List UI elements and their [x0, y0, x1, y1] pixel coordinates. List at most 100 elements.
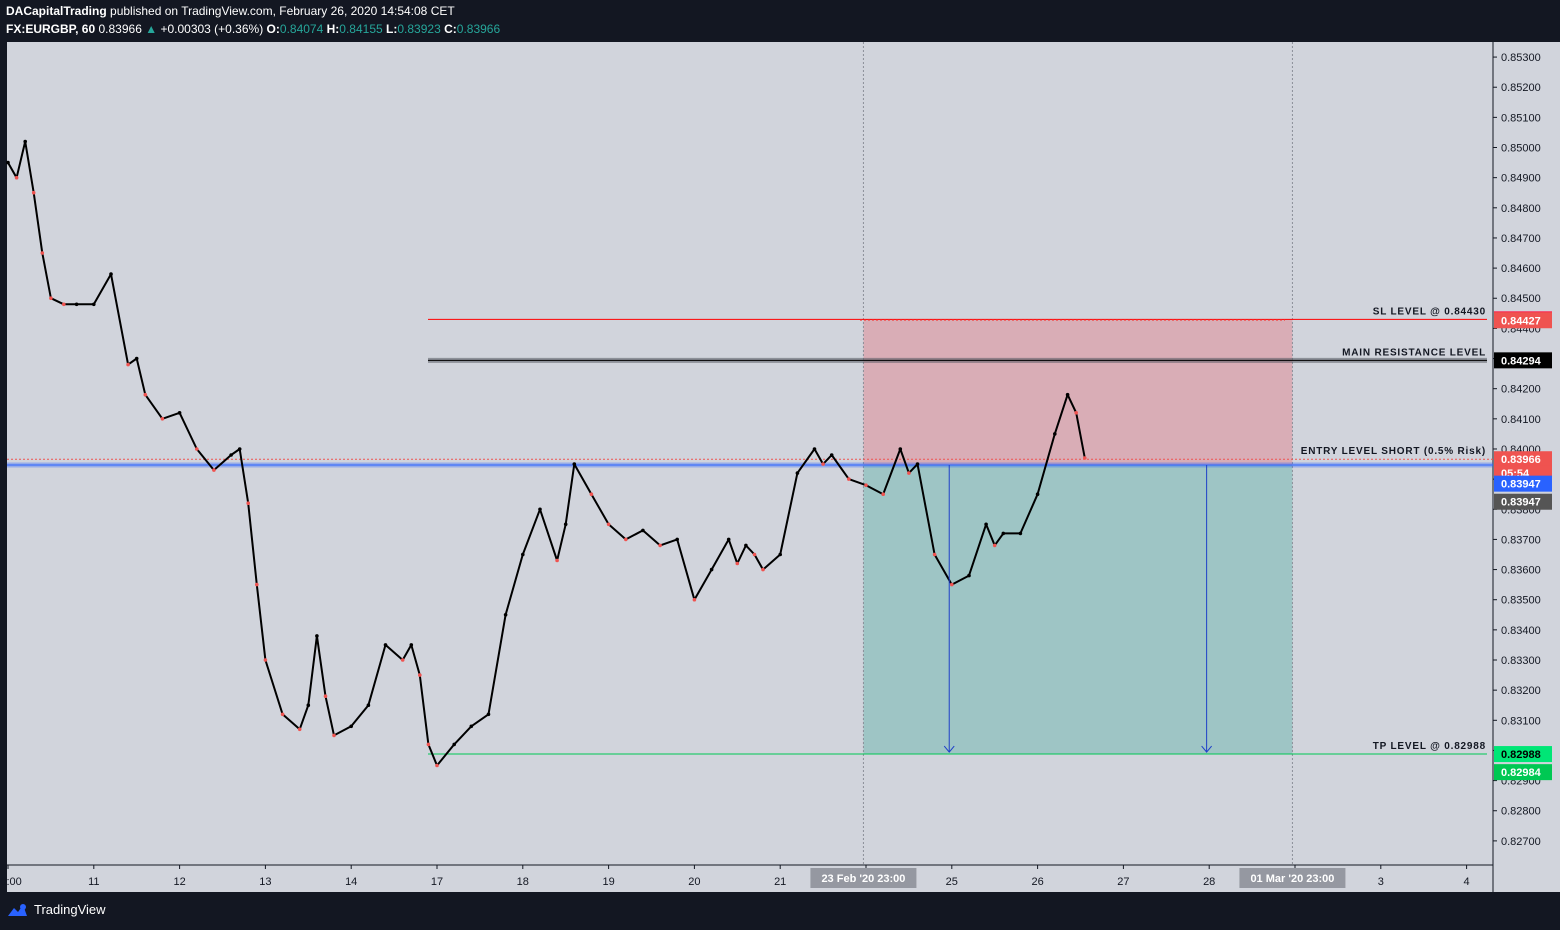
tp-level-label: TP LEVEL @ 0.82988 — [1373, 741, 1486, 752]
price-point — [984, 522, 988, 527]
price-point — [297, 727, 302, 732]
y-tick-label: 0.84200 — [1501, 384, 1541, 396]
open-label: O: — [266, 22, 280, 36]
y-tick-label: 0.83200 — [1501, 685, 1541, 697]
symbol-label[interactable]: FX:EURGBP, 60 — [6, 22, 96, 36]
chart-footer: TradingView — [0, 892, 1560, 930]
tp-price-badge-text: 0.82988 — [1501, 749, 1541, 761]
author-name[interactable]: DACapitalTrading — [6, 4, 107, 18]
price-point — [735, 561, 740, 566]
price-point — [40, 251, 45, 255]
entry-price-badge[interactable] — [1494, 451, 1552, 468]
price-chart[interactable]: SL LEVEL @ 0.84430 MAIN RESISTANCE LEVEL E… — [0, 0, 1560, 892]
price-point — [486, 712, 491, 717]
x-tick-label: 3 — [1378, 876, 1384, 888]
price-point — [572, 462, 577, 466]
x-tick-label: 21 — [774, 876, 786, 888]
arrow-down-icon — [943, 745, 955, 753]
price-point — [624, 537, 628, 542]
publish-line: DACapitalTrading published on TradingVie… — [6, 4, 455, 18]
y-tick-label: 0.85200 — [1501, 82, 1541, 94]
tradingview-logo[interactable]: TradingView — [6, 902, 106, 917]
price-point — [6, 160, 10, 165]
price-point — [898, 447, 903, 451]
price-point — [503, 613, 508, 617]
price-point — [521, 552, 525, 557]
x-tick-label: 26 — [1031, 876, 1043, 888]
price-point — [134, 356, 139, 361]
price-point — [409, 643, 414, 647]
entry-level-label: ENTRY LEVEL SHORT (0.5% Risk) — [1301, 446, 1486, 457]
date-marker-label: 23 Feb '20 23:00 — [821, 873, 905, 885]
reward-zone[interactable] — [863, 464, 1293, 755]
x-tick-label: 20 — [688, 876, 700, 888]
price-point — [315, 634, 319, 638]
x-tick-label: 14 — [345, 876, 357, 888]
y-tick-label: 0.85300 — [1501, 52, 1541, 64]
open-value: 0.84074 — [279, 22, 324, 36]
price-point — [254, 582, 259, 587]
low-label: L: — [386, 22, 398, 36]
price-point — [932, 552, 937, 557]
tradingview-brand: TradingView — [34, 902, 106, 917]
price-point — [306, 703, 311, 707]
price-point — [881, 492, 885, 497]
y-tick-label: 0.84900 — [1501, 173, 1541, 185]
entry-price-badge-text: 0.83966 — [1501, 454, 1541, 466]
price-point — [812, 447, 817, 451]
price-point — [744, 543, 748, 548]
price-badge-text: 0.82984 — [1501, 767, 1542, 779]
price-point — [1074, 411, 1078, 415]
y-tick-label: 0.84100 — [1501, 414, 1541, 426]
price-point — [14, 175, 19, 180]
x-tick-label: 18 — [517, 876, 529, 888]
resistance-price-badge[interactable] — [1494, 352, 1552, 369]
price-point — [829, 453, 834, 457]
date-marker-badge[interactable] — [810, 868, 917, 888]
price-point — [126, 362, 130, 367]
price-badge-text: 0.83947 — [1501, 479, 1541, 491]
risk-zone[interactable] — [863, 319, 1293, 465]
close-label: C: — [444, 22, 457, 36]
price-badge[interactable] — [1494, 493, 1552, 510]
price-badge[interactable] — [1494, 475, 1552, 492]
price-point — [778, 552, 782, 557]
date-marker-badge[interactable] — [1239, 868, 1346, 888]
x-tick-label: 10:00 — [0, 876, 22, 888]
price-badge-text: 0.83947 — [1501, 497, 1541, 509]
price-point — [555, 558, 559, 563]
price-point — [1053, 432, 1057, 436]
y-tick-label: 0.83400 — [1501, 625, 1541, 637]
price-point — [452, 742, 457, 747]
price-point — [606, 522, 611, 527]
price-point — [1065, 392, 1070, 397]
price-point — [563, 522, 568, 527]
plot-area[interactable] — [7, 42, 1493, 865]
y-tick-label: 0.84500 — [1501, 293, 1541, 305]
price-badge[interactable] — [1494, 312, 1552, 329]
price-point — [143, 392, 148, 397]
chart-header: DACapitalTrading published on TradingVie… — [0, 0, 1560, 42]
x-tick-label: 13 — [259, 876, 271, 888]
y-tick-label: 0.84600 — [1501, 263, 1541, 275]
tp-price-badge[interactable] — [1494, 746, 1552, 763]
price-point — [263, 658, 268, 662]
price-point — [62, 302, 66, 307]
price-point — [726, 537, 731, 542]
x-tick-label: 4 — [1464, 876, 1470, 888]
y-tick-label: 0.84800 — [1501, 203, 1541, 215]
price-point — [589, 492, 594, 497]
price-point — [426, 742, 431, 747]
y-tick-label: 0.82800 — [1501, 806, 1541, 818]
price-point — [383, 643, 388, 647]
price-badge-text: 0.84427 — [1501, 315, 1541, 327]
price-point — [177, 411, 182, 415]
price-point — [23, 139, 28, 144]
x-tick-label: 12 — [173, 876, 185, 888]
price-point — [160, 417, 165, 421]
price-point — [692, 597, 697, 602]
price-point — [332, 733, 336, 738]
price-point — [469, 724, 474, 729]
price-point — [31, 190, 36, 195]
price-badge[interactable] — [1494, 764, 1552, 781]
